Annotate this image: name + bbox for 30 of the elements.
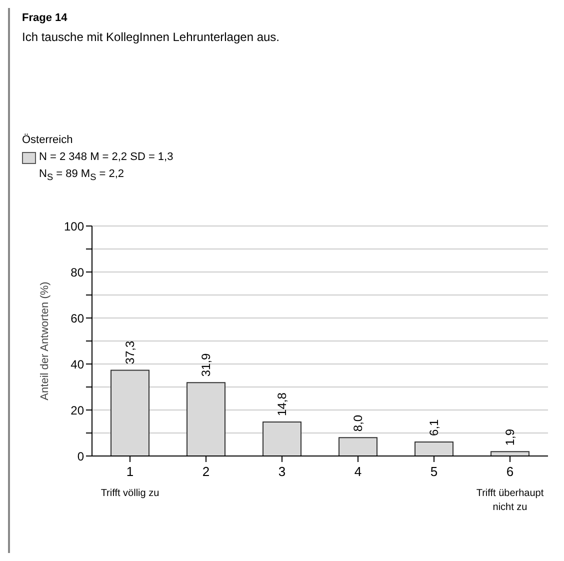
y-tick-label: 60 — [70, 311, 84, 326]
bar — [110, 370, 150, 456]
data-label: 8,0 — [351, 414, 365, 432]
legend-label: N = 2 348 M = 2,2 SD = 1,3 — [39, 150, 174, 165]
x-tick-label: 2 — [202, 464, 210, 480]
data-label: 37,3 — [123, 340, 137, 364]
data-label: 6,1 — [427, 419, 441, 436]
y-tick-label: 100 — [64, 219, 84, 234]
bar — [490, 451, 530, 456]
bar — [186, 382, 226, 456]
x-tick-label: 6 Trifft überhaupt nicht zu — [476, 464, 544, 514]
chart-title: Frage 14 — [22, 11, 68, 24]
x-tick-label: 1 Trifft völlig zu — [100, 464, 160, 500]
x-tick-label: 5 — [430, 464, 438, 480]
data-label: 31,9 — [199, 353, 213, 377]
data-label: 1,9 — [503, 428, 517, 446]
text: N$_{S}$ = 89 M$_{S}$ = 2,2 — [38, 167, 125, 184]
y-axis-title: Anteil der Antworten (%) — [38, 282, 51, 400]
x-tick-label: 3 — [278, 464, 286, 480]
y-tick-label: 0 — [77, 449, 84, 464]
y-tick-label: 80 — [70, 265, 84, 280]
x-tick-label: 4 — [354, 464, 362, 480]
bar — [414, 442, 454, 456]
bar — [262, 422, 302, 456]
chart-subtitle: Ich tausche mit KollegInnen Lehrunterlagen aus. — [22, 30, 281, 44]
y-tick-label: 40 — [70, 357, 84, 372]
bar — [338, 437, 378, 456]
y-tick-label: 20 — [70, 403, 84, 418]
legend-title: Österreich — [22, 132, 74, 148]
data-label: 14,8 — [275, 392, 289, 416]
